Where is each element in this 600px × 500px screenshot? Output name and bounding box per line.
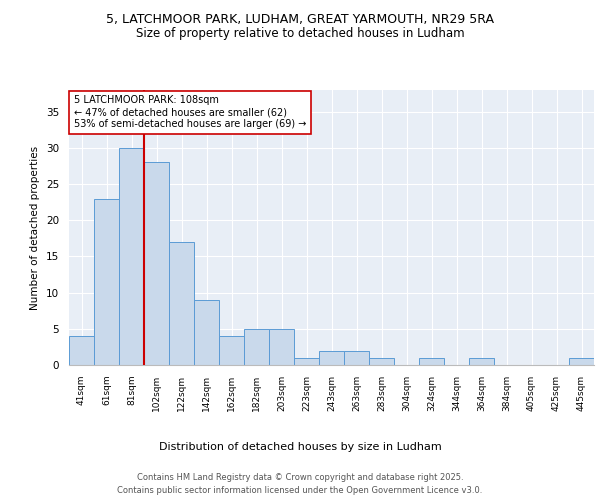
Bar [469,358,494,365]
Bar [144,162,169,365]
Bar [169,242,194,365]
Bar [319,350,344,365]
Bar [194,300,219,365]
Bar [69,336,94,365]
Bar [94,198,119,365]
Text: Size of property relative to detached houses in Ludham: Size of property relative to detached ho… [136,28,464,40]
Bar [369,358,394,365]
Bar [344,350,369,365]
Bar [569,358,594,365]
Bar [119,148,144,365]
Text: Contains HM Land Registry data © Crown copyright and database right 2025.: Contains HM Land Registry data © Crown c… [137,472,463,482]
Text: Contains public sector information licensed under the Open Government Licence v3: Contains public sector information licen… [118,486,482,495]
Text: Distribution of detached houses by size in Ludham: Distribution of detached houses by size … [158,442,442,452]
Bar [244,329,269,365]
Bar [269,329,294,365]
Text: 5, LATCHMOOR PARK, LUDHAM, GREAT YARMOUTH, NR29 5RA: 5, LATCHMOOR PARK, LUDHAM, GREAT YARMOUT… [106,12,494,26]
Bar [219,336,244,365]
Text: 5 LATCHMOOR PARK: 108sqm
← 47% of detached houses are smaller (62)
53% of semi-d: 5 LATCHMOOR PARK: 108sqm ← 47% of detach… [74,96,307,128]
Y-axis label: Number of detached properties: Number of detached properties [31,146,40,310]
Bar [294,358,319,365]
Bar [419,358,444,365]
